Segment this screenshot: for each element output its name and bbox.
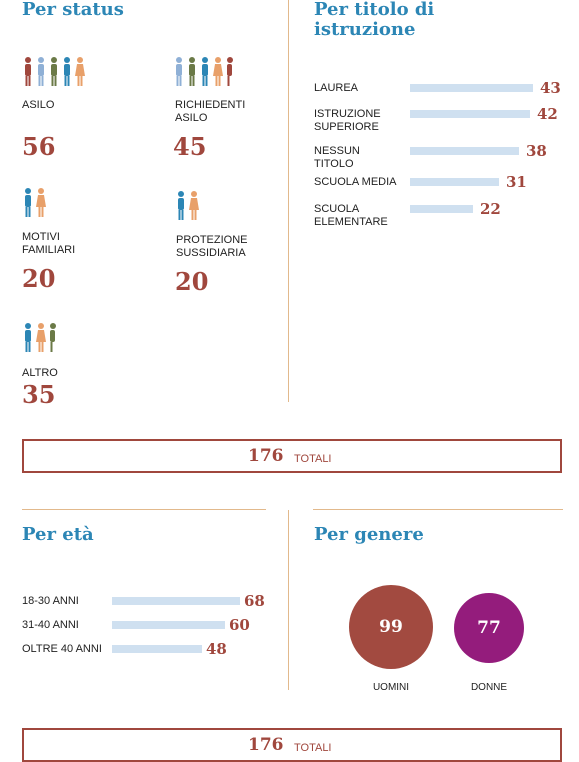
age-bar xyxy=(112,621,225,629)
divider-vertical-bottom xyxy=(288,510,289,690)
education-label: SCUOLA MEDIA xyxy=(314,176,397,188)
total-label-2: TOTALI xyxy=(294,742,332,754)
total-box: 176 TOTALI xyxy=(22,439,562,473)
status-value-protezione-sussidiaria: 20 xyxy=(175,267,209,296)
status-label-motivi-familiari: MOTIVI FAMILIARI xyxy=(22,231,76,256)
status-value-asilo: 56 xyxy=(22,132,56,161)
status-label-richiedenti-asilo: RICHIEDENTI ASILO xyxy=(175,99,246,124)
divider-horizontal-genere xyxy=(313,509,563,510)
education-value: 38 xyxy=(526,142,547,160)
people-icon xyxy=(22,322,58,354)
education-label: NESSUN TITOLO xyxy=(314,145,360,170)
education-label: SCUOLA ELEMENTARE xyxy=(314,203,388,228)
section-title-genere: Per genere xyxy=(314,524,424,545)
status-value-altro: 35 xyxy=(22,380,56,409)
age-label: 18-30 ANNI xyxy=(22,595,79,607)
age-bar xyxy=(112,645,202,653)
age-value: 60 xyxy=(229,616,250,634)
people-icon xyxy=(22,56,92,88)
education-bar xyxy=(410,205,473,213)
education-value: 43 xyxy=(540,79,561,97)
age-value: 68 xyxy=(244,592,265,610)
total-value-2: 176 xyxy=(248,735,284,755)
education-label: ISTRUZIONE SUPERIORE xyxy=(314,108,381,133)
gender-label-women: DONNE xyxy=(470,682,508,693)
status-label-altro: ALTRO xyxy=(22,367,58,379)
status-value-richiedenti-asilo: 45 xyxy=(173,132,207,161)
education-value: 22 xyxy=(480,200,501,218)
people-icon xyxy=(175,190,205,222)
education-bar xyxy=(410,110,530,118)
divider-vertical-top xyxy=(288,0,289,402)
gender-value-women: 77 xyxy=(477,618,501,638)
age-value: 48 xyxy=(206,640,227,658)
section-title-status: Per status xyxy=(22,0,124,20)
education-bar xyxy=(410,84,533,92)
education-label: LAUREA xyxy=(314,82,359,94)
gender-circle-men: 99 xyxy=(349,585,433,669)
status-label-protezione-sussidiaria: PROTEZIONE SUSSIDIARIA xyxy=(176,234,248,259)
total-label: TOTALI xyxy=(294,453,332,465)
people-icon xyxy=(22,187,52,219)
section-title-istruzione: Per titolo di istruzione xyxy=(314,0,435,40)
section-title-eta: Per età xyxy=(22,524,94,545)
status-value-motivi-familiari: 20 xyxy=(22,264,56,293)
gender-label-men: UOMINI xyxy=(372,682,410,693)
age-bar xyxy=(112,597,240,605)
people-icon xyxy=(173,56,235,88)
gender-circle-women: 77 xyxy=(454,593,524,663)
education-bar xyxy=(410,147,519,155)
education-bar xyxy=(410,178,499,186)
age-label: OLTRE 40 ANNI xyxy=(22,643,102,655)
gender-value-men: 99 xyxy=(379,617,403,637)
total-value: 176 xyxy=(248,446,284,466)
education-value: 31 xyxy=(506,173,527,191)
total-box-2: 176 TOTALI xyxy=(22,728,562,762)
age-label: 31-40 ANNI xyxy=(22,619,79,631)
divider-horizontal-eta xyxy=(22,509,266,510)
status-label-asilo: ASILO xyxy=(22,99,55,111)
education-value: 42 xyxy=(537,105,558,123)
